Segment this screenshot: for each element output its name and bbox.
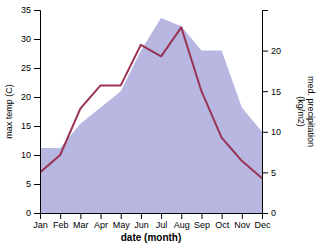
- y2-tick-label: 5: [271, 168, 276, 178]
- x-tick: Apr: [94, 213, 108, 230]
- y2-tick-mark: [262, 132, 268, 133]
- y-tick-mark: [34, 213, 40, 214]
- x-tick-mark: [242, 213, 243, 219]
- x-tick-mark: [181, 213, 182, 219]
- y2-tick: 0: [262, 208, 276, 218]
- y-tick-label: 15: [21, 121, 31, 131]
- y-tick-label: 0: [26, 208, 31, 218]
- y-tick: 5: [26, 179, 40, 189]
- x-tick-label: Feb: [53, 220, 69, 230]
- y-axis: 0 5 10 15 20 25 30 35: [21, 5, 41, 218]
- y-tick: 35: [21, 5, 40, 15]
- y-tick-mark: [34, 68, 40, 69]
- x-axis: Jan Feb Mar Apr MayJun Jul Aug Sep Oct NovDec: [33, 213, 271, 230]
- y2-tick-label: 0: [271, 208, 276, 218]
- chart: JanFebMarAprMayJunJulAugSepOctNovDec0510…: [0, 0, 318, 247]
- y2-axis: 0 5 10 15 20: [262, 11, 281, 219]
- x-tick: Aug: [174, 213, 190, 230]
- y-tick-mark: [34, 155, 40, 156]
- y2-tick: 15: [262, 87, 281, 97]
- x-tick-mark: [121, 213, 122, 219]
- y2-tick: 5: [262, 168, 276, 178]
- x-tick-label: Dec: [254, 220, 271, 230]
- x-tick-mark: [161, 213, 162, 219]
- x-tick-label: Nov: [234, 220, 251, 230]
- x-axis-title: date (month): [121, 232, 182, 243]
- x-tick: Sep: [194, 213, 210, 230]
- x-tick-mark: [60, 213, 61, 219]
- y2-axis-title: med. precipitation(kg/m2): [296, 76, 316, 147]
- x-tick: Nov: [234, 213, 251, 230]
- marks: [40, 18, 262, 213]
- y2-tick-label: 10: [271, 127, 281, 137]
- x-axis-line: [41, 214, 263, 220]
- x-tick-label: Aug: [174, 220, 190, 230]
- y-axis-line: [34, 11, 41, 214]
- y2-tick-mark: [262, 51, 268, 52]
- y-tick-label: 10: [21, 150, 31, 160]
- y-tick-label: 30: [21, 34, 31, 44]
- x-tick-mark: [201, 213, 202, 219]
- x-tick-mark: [80, 213, 81, 219]
- y-tick-label: 5: [26, 179, 31, 189]
- y-tick: 20: [21, 92, 40, 102]
- y-tick-label: 20: [21, 92, 31, 102]
- x-tick-label: Jan: [33, 220, 48, 230]
- y2-tick-label: 15: [271, 87, 281, 97]
- y-axis-title: max temp (C): [4, 84, 14, 139]
- plot-area: JanFebMarAprMayJunJulAugSepOctNovDec0510…: [4, 5, 316, 243]
- y-tick-mark: [34, 184, 40, 185]
- temperature-line: [40, 27, 262, 178]
- y-tick: 15: [21, 121, 40, 131]
- y2-tick-mark: [262, 91, 268, 92]
- x-tick-label: May: [113, 220, 131, 230]
- x-tick: Jul: [156, 213, 168, 230]
- x-tick: Jan: [33, 213, 48, 230]
- y-tick: 0: [26, 208, 40, 218]
- x-tick-label: Mar: [73, 220, 89, 230]
- x-tick: Mar: [73, 213, 89, 230]
- x-tick-mark: [222, 213, 223, 219]
- y-tick-label: 35: [21, 5, 31, 15]
- y2-axis-title-line: (kg/m2): [296, 96, 306, 127]
- y2-tick-mark: [262, 172, 268, 173]
- x-tick-label: Apr: [94, 220, 108, 230]
- y-tick-mark: [34, 97, 40, 98]
- x-tick-label: Oct: [215, 220, 230, 230]
- x-tick-mark: [141, 213, 142, 219]
- y-tick: 30: [21, 34, 40, 44]
- y-tick: 10: [21, 150, 40, 160]
- y-tick-mark: [34, 39, 40, 40]
- x-tick-label: Jul: [156, 220, 168, 230]
- x-tick: Dec: [254, 213, 271, 230]
- y2-axis-line: [263, 11, 269, 214]
- x-tick: Feb: [53, 213, 69, 230]
- y2-axis-title-line: med. precipitation: [306, 76, 316, 147]
- x-tick-mark: [101, 213, 102, 219]
- y-tick-label: 25: [21, 63, 31, 73]
- y2-tick-label: 20: [271, 46, 281, 56]
- y-tick-mark: [34, 126, 40, 127]
- x-tick: May: [113, 213, 131, 230]
- precipitation-area: [40, 18, 262, 213]
- y-tick-mark: [34, 10, 40, 11]
- x-tick-label: Sep: [194, 220, 210, 230]
- x-tick-label: Jun: [134, 220, 149, 230]
- y2-tick-mark: [262, 213, 268, 214]
- y2-tick: 20: [262, 46, 281, 56]
- y-tick: 25: [21, 63, 40, 73]
- x-tick: Jun: [134, 213, 149, 230]
- y2-tick: 10: [262, 127, 281, 137]
- x-tick: Oct: [215, 213, 230, 230]
